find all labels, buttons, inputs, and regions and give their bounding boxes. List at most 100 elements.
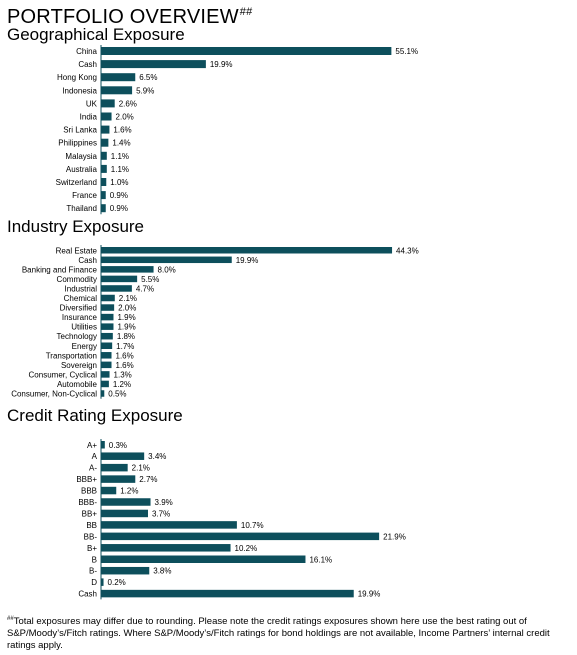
industry-category-label: Chemical bbox=[64, 294, 98, 303]
credit-category-label: B- bbox=[89, 567, 97, 576]
credit-category-label: BB+ bbox=[82, 509, 98, 518]
industry-value-label: 1.7% bbox=[116, 342, 134, 351]
credit-category-label: BB- bbox=[84, 532, 98, 541]
geo-value-label: 1.1% bbox=[111, 165, 129, 174]
industry-category-label: Diversified bbox=[60, 304, 97, 313]
industry-value-label: 2.0% bbox=[118, 304, 136, 313]
credit-bar bbox=[101, 486, 117, 495]
geo-value-label: 55.1% bbox=[395, 47, 418, 56]
geo-bar bbox=[101, 178, 107, 186]
geo-value-label: 2.0% bbox=[116, 113, 134, 122]
credit-category-label: A+ bbox=[87, 441, 97, 450]
geo-category-label: Indonesia bbox=[62, 86, 97, 95]
geo-category-label: UK bbox=[86, 99, 98, 108]
industry-bar bbox=[101, 380, 109, 388]
industry-value-label: 1.6% bbox=[116, 351, 134, 360]
credit-bar bbox=[101, 463, 128, 472]
credit-value-label: 10.7% bbox=[241, 521, 264, 530]
industry-section-title: Industry Exposure bbox=[7, 217, 145, 236]
industry-bar bbox=[101, 285, 132, 292]
credit-value-label: 19.9% bbox=[358, 590, 381, 599]
industry-value-label: 4.7% bbox=[136, 284, 154, 293]
credit-value-label: 16.1% bbox=[309, 555, 332, 564]
industry-value-label: 2.1% bbox=[119, 294, 137, 303]
credit-section-title: Credit Rating Exposure bbox=[7, 406, 183, 425]
geo-bar bbox=[101, 60, 206, 69]
industry-bar bbox=[101, 323, 114, 330]
geo-bar bbox=[101, 138, 109, 147]
credit-category-label: BBB+ bbox=[76, 475, 97, 484]
industry-value-label: 8.0% bbox=[158, 265, 176, 274]
title-marker: ## bbox=[239, 6, 253, 18]
geo-value-label: 1.0% bbox=[110, 178, 128, 187]
credit-value-label: 21.9% bbox=[383, 532, 406, 541]
geo-section-title: Geographical Exposure bbox=[7, 25, 185, 44]
footnote-marker: ## bbox=[7, 616, 14, 622]
industry-category-label: Banking and Finance bbox=[22, 265, 98, 274]
industry-value-label: 1.2% bbox=[113, 380, 131, 389]
geo-category-label: Sri Lanka bbox=[63, 126, 97, 135]
credit-bar bbox=[101, 589, 354, 598]
geo-category-label: Philippines bbox=[58, 139, 97, 148]
credit-value-label: 0.3% bbox=[109, 441, 127, 450]
industry-exposure-chart: Real Estate 44.3% Cash 19.9% Banking and Fin… bbox=[11, 245, 419, 399]
geo-bar bbox=[101, 164, 107, 173]
industry-bar bbox=[101, 352, 112, 359]
geo-category-label: Hong Kong bbox=[57, 73, 97, 82]
geo-bar bbox=[101, 73, 136, 82]
geo-value-label: 1.1% bbox=[111, 152, 129, 161]
industry-bar bbox=[101, 313, 114, 321]
geo-category-label: Thailand bbox=[66, 204, 97, 213]
industry-value-label: 0.5% bbox=[108, 390, 126, 399]
geographical-exposure-chart: China 55.1% Cash 19.9% Hong Kong 6.5% Indonesi… bbox=[56, 45, 418, 215]
industry-bar bbox=[101, 342, 113, 349]
industry-bar bbox=[101, 371, 110, 378]
industry-category-label: Real Estate bbox=[56, 246, 98, 255]
geo-bar bbox=[101, 204, 106, 213]
industry-category-label: Automobile bbox=[57, 380, 98, 389]
credit-category-label: B bbox=[92, 555, 97, 564]
industry-value-label: 1.9% bbox=[117, 323, 135, 332]
credit-category-label: A bbox=[92, 452, 98, 461]
credit-value-label: 3.9% bbox=[155, 498, 173, 507]
geo-bar bbox=[101, 125, 110, 134]
industry-category-label: Cash bbox=[78, 256, 97, 265]
geo-category-label: China bbox=[76, 47, 97, 56]
industry-value-label: 5.5% bbox=[141, 275, 159, 284]
credit-value-label: 3.7% bbox=[152, 509, 170, 518]
geo-category-label: India bbox=[80, 113, 98, 122]
footnote-text: Total exposures may differ due to roundi… bbox=[7, 616, 550, 651]
credit-bar bbox=[101, 509, 148, 518]
industry-value-label: 1.3% bbox=[114, 370, 132, 379]
geo-value-label: 1.4% bbox=[112, 139, 130, 148]
credit-category-label: B+ bbox=[87, 544, 97, 553]
credit-bar bbox=[101, 441, 105, 449]
industry-category-label: Energy bbox=[72, 342, 97, 351]
geo-bar bbox=[101, 86, 133, 95]
industry-category-label: Utilities bbox=[71, 323, 97, 332]
geo-bar bbox=[101, 191, 106, 200]
geo-value-label: 6.5% bbox=[139, 73, 157, 82]
credit-bar bbox=[101, 498, 151, 506]
credit-bar bbox=[101, 566, 150, 575]
footnote: ##Total exposures may differ due to roun… bbox=[7, 613, 575, 652]
credit-bar bbox=[101, 475, 136, 483]
credit-value-label: 3.8% bbox=[153, 567, 171, 576]
geo-value-label: 1.6% bbox=[113, 126, 131, 135]
credit-rating-exposure-chart: A+ 0.3%A 3.4%A- 2.1%BBB+ 2.7%BBB 1.2%BBB- 3.9%… bbox=[76, 439, 406, 600]
industry-category-label: Transportation bbox=[46, 351, 97, 360]
credit-bar bbox=[101, 521, 237, 529]
credit-bar bbox=[101, 544, 231, 552]
credit-bar bbox=[101, 578, 104, 586]
industry-value-label: 1.6% bbox=[116, 361, 134, 370]
industry-bar bbox=[101, 247, 393, 254]
credit-bar bbox=[101, 555, 306, 563]
credit-category-label: D bbox=[91, 578, 97, 587]
geo-category-label: Australia bbox=[66, 165, 98, 174]
credit-value-label: 0.2% bbox=[108, 578, 126, 587]
credit-category-label: Cash bbox=[78, 590, 97, 599]
industry-category-label: Technology bbox=[57, 332, 97, 341]
credit-value-label: 2.7% bbox=[139, 475, 157, 484]
geo-bar bbox=[101, 47, 392, 55]
industry-category-label: Sovereign bbox=[61, 361, 97, 370]
